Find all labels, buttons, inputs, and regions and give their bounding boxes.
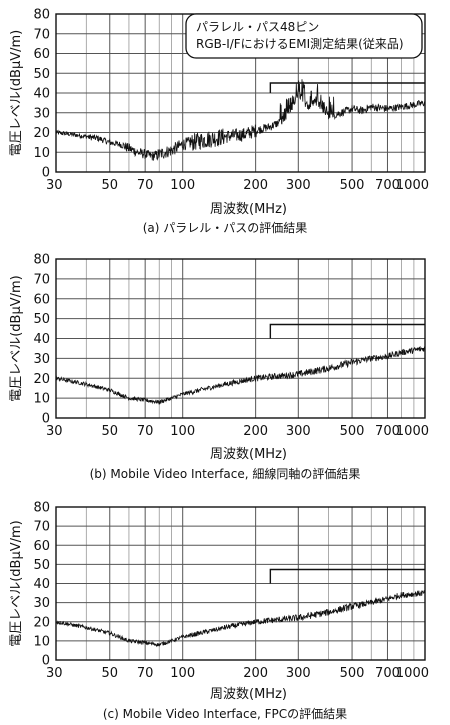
- y-tick-label: 30: [33, 352, 50, 367]
- y-tick-label: 50: [33, 558, 50, 573]
- y-tick-label: 40: [33, 577, 50, 592]
- x-tick-label: 70: [137, 424, 154, 439]
- x-tick-label: 100: [170, 178, 195, 193]
- annotation-line: パラレル・パス48ピン: [196, 20, 319, 34]
- limit-line: [269, 82, 425, 93]
- y-tick-label: 80: [33, 501, 50, 516]
- x-tick-label: 70: [137, 666, 154, 681]
- x-tick-label: 50: [101, 178, 118, 193]
- x-axis-label: 周波数(MHz): [210, 447, 287, 462]
- y-tick-label: 60: [33, 47, 50, 62]
- x-tick-label: 1000: [396, 424, 429, 439]
- chart-b: 0 10 20 30 40 50 60 70 80 30 50 70 100 200 300 500 70010…: [9, 253, 429, 482]
- y-tick-label: 0: [42, 654, 50, 669]
- y-tick-label: 30: [33, 596, 50, 611]
- y-tick-label: 80: [33, 253, 50, 268]
- y-axis-label: 電圧レベル(dBμV/m): [9, 520, 24, 647]
- chart-caption: (a) パラレル・パスの評価結果: [143, 220, 308, 235]
- y-tick-label: 80: [33, 8, 50, 23]
- limit-line: [269, 568, 425, 584]
- y-tick-label: 0: [42, 412, 50, 427]
- y-tick-label: 30: [33, 106, 50, 121]
- x-tick-label: 700: [375, 178, 400, 193]
- y-tick-label: 40: [33, 87, 50, 102]
- x-tick-label: 200: [243, 666, 268, 681]
- x-tick-label: 300: [286, 178, 311, 193]
- x-tick-label: 100: [170, 424, 195, 439]
- x-tick-label: 30: [46, 178, 63, 193]
- limit-line: [269, 323, 425, 339]
- y-tick-label: 10: [33, 392, 50, 407]
- chart-caption: (c) Mobile Video Interface, FPCの評価結果: [103, 706, 347, 721]
- y-tick-label: 20: [33, 615, 50, 630]
- x-tick-label: 700: [375, 666, 400, 681]
- y-tick-label: 0: [42, 166, 50, 181]
- y-axis-label: 電圧レベル(dBμV/m): [9, 30, 24, 157]
- y-tick-label: 20: [33, 372, 50, 387]
- plot-frame: [55, 258, 426, 419]
- y-tick-label: 60: [33, 292, 50, 307]
- series-trace: [55, 79, 426, 161]
- y-tick-label: 40: [33, 332, 50, 347]
- series-trace: [55, 589, 426, 648]
- x-tick-label: 30: [46, 666, 63, 681]
- y-tick-label: 70: [33, 272, 50, 287]
- x-tick-label: 100: [170, 666, 195, 681]
- y-tick-label: 10: [33, 146, 50, 161]
- y-tick-label: 20: [33, 126, 50, 141]
- y-tick-label: 70: [33, 27, 50, 42]
- x-tick-label: 1000: [396, 666, 429, 681]
- x-axis-label: 周波数(MHz): [210, 687, 287, 702]
- annotation-box: [185, 13, 423, 59]
- x-tick-label: 1000: [396, 178, 429, 193]
- x-tick-label: 70: [137, 178, 154, 193]
- series-trace: [55, 345, 426, 406]
- x-tick-label: 300: [286, 424, 311, 439]
- y-tick-label: 70: [33, 520, 50, 535]
- x-tick-label: 700: [375, 424, 400, 439]
- y-axis-label: 電圧レベル(dBμV/m): [9, 275, 24, 402]
- chart-c: 0 10 20 30 40 50 60 70 80 30 50 70 100 200 300 500 70010…: [9, 501, 429, 722]
- x-tick-label: 200: [243, 178, 268, 193]
- annotation-line: RGB-I/FにおけるEMI測定結果(従来品): [196, 36, 404, 51]
- x-axis-label: 周波数(MHz): [210, 202, 287, 217]
- x-tick-label: 30: [46, 424, 63, 439]
- x-tick-label: 50: [101, 666, 118, 681]
- x-tick-label: 50: [101, 424, 118, 439]
- y-tick-label: 10: [33, 634, 50, 649]
- y-tick-label: 60: [33, 539, 50, 554]
- x-tick-label: 500: [340, 424, 365, 439]
- y-tick-label: 50: [33, 67, 50, 82]
- x-tick-label: 500: [340, 178, 365, 193]
- chart-caption: (b) Mobile Video Interface, 細線同軸の評価結果: [90, 466, 361, 481]
- y-tick-label: 50: [33, 312, 50, 327]
- x-tick-label: 200: [243, 424, 268, 439]
- chart-a: 0 10 20 30 40 50 60 70 80 30 50 70 100 200 300 500 70010…: [9, 8, 429, 236]
- x-tick-label: 300: [286, 666, 311, 681]
- x-tick-label: 500: [340, 666, 365, 681]
- plot-frame: [55, 506, 426, 661]
